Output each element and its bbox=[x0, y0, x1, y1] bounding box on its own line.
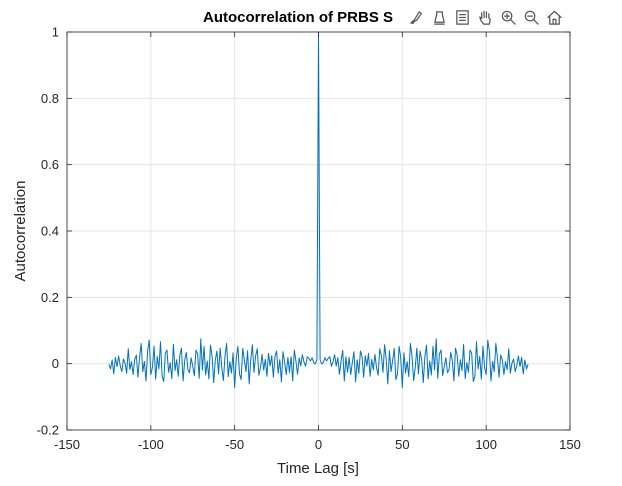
x-tick-label: 0 bbox=[315, 437, 322, 452]
pan-button[interactable] bbox=[474, 6, 496, 28]
x-tick-label: -100 bbox=[138, 437, 164, 452]
y-tick-label: -0.2 bbox=[37, 423, 59, 438]
y-tick-label: 0.8 bbox=[41, 91, 59, 106]
data-tip-icon bbox=[433, 10, 445, 25]
x-tick-label: 100 bbox=[475, 437, 497, 452]
brush-icon bbox=[409, 10, 422, 24]
zoom-in-button[interactable] bbox=[497, 6, 519, 28]
legend-button[interactable] bbox=[451, 6, 473, 28]
y-tick-label: 1 bbox=[52, 25, 59, 40]
ticks: -150 -100 -50 0 50 100 150 -0.2 0 0.2 0.4 0.6 0.8 1 bbox=[37, 25, 581, 453]
x-tick-label: 150 bbox=[559, 437, 581, 452]
y-tick-label: 0 bbox=[52, 356, 59, 371]
y-tick-label: 0.2 bbox=[41, 290, 59, 305]
chart-title: Autocorrelation of PRBS S bbox=[203, 9, 393, 26]
x-axis-label: Time Lag [s] bbox=[277, 460, 359, 477]
x-tick-label: -50 bbox=[225, 437, 244, 452]
pan-hand-icon bbox=[478, 10, 491, 25]
y-tick-label: 0.6 bbox=[41, 157, 59, 172]
x-tick-label: 50 bbox=[395, 437, 409, 452]
y-tick-label: 0.4 bbox=[41, 224, 59, 239]
home-icon bbox=[546, 10, 562, 25]
zoom-out-icon bbox=[524, 10, 539, 25]
axes-toolbar bbox=[405, 5, 565, 29]
x-tick-label: -150 bbox=[54, 437, 80, 452]
zoom-in-icon bbox=[501, 10, 516, 25]
home-button[interactable] bbox=[543, 6, 565, 28]
legend-icon bbox=[455, 9, 469, 25]
data-tip-button[interactable] bbox=[428, 6, 450, 28]
zoom-out-button[interactable] bbox=[520, 6, 542, 28]
brush-button[interactable] bbox=[405, 6, 427, 28]
y-axis-label: Autocorrelation bbox=[12, 181, 29, 282]
